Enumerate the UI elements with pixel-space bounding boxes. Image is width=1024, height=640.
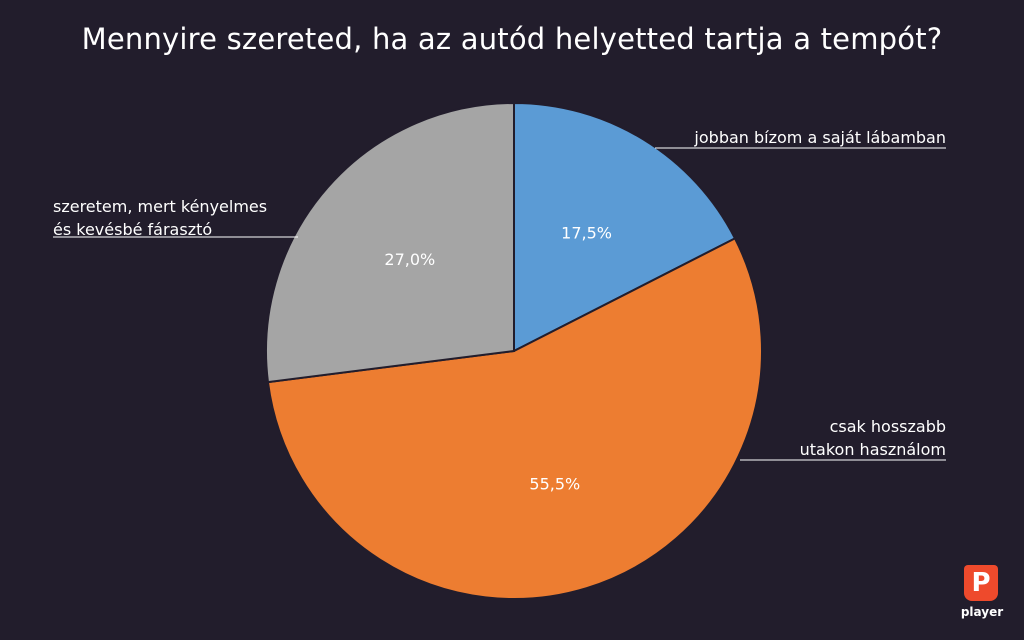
slice-category-label-2-line-0: szeretem, mert kényelmes [53,197,267,216]
player-logo: P player [958,565,1006,625]
slice-value-label-0: 17,5% [561,224,612,243]
logo-text: player [960,605,1004,619]
pie-slice-2 [265,101,515,384]
slice-category-label-1-line-0: csak hosszabb [830,417,946,436]
pie-slice-0 [513,101,737,353]
slice-category-label-2-line-1: és kevésbé fárasztó [53,220,212,239]
logo-badge: P [964,565,998,601]
slice-value-label-1: 55,5% [529,475,580,494]
chart-title: Mennyire szereted, ha az autód helyetted… [81,22,943,56]
slice-category-label-1-line-1: utakon használom [800,440,946,459]
slice-value-label-2: 27,0% [384,250,435,269]
slice-category-label-0-line-0: jobban bízom a saját lábamban [693,128,946,147]
pie-slice-1 [266,237,763,600]
